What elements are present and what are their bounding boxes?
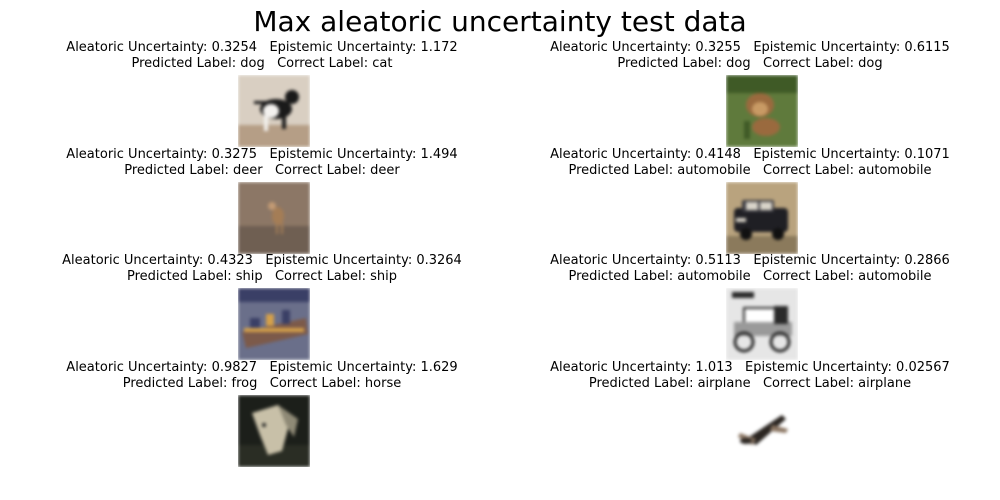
airplane-thumbnail-icon	[726, 395, 798, 467]
thumbnail-image	[726, 395, 798, 467]
label-caption: Predicted Label: dog Correct Label: cat	[131, 56, 393, 71]
cat-thumbnail-icon	[238, 75, 310, 147]
figure-title: Max aleatoric uncertainty test data	[253, 5, 747, 38]
uncertainty-caption: Aleatoric Uncertainty: 0.9827 Epistemic …	[66, 360, 458, 375]
uncertainty-caption: Aleatoric Uncertainty: 1.013 Epistemic U…	[550, 360, 950, 375]
uncertainty-caption: Aleatoric Uncertainty: 0.4323 Epistemic …	[62, 253, 462, 268]
thumbnail-panel: Aleatoric Uncertainty: 0.4323 Epistemic …	[12, 253, 512, 363]
label-caption: Predicted Label: automobile Correct Labe…	[568, 269, 932, 284]
dog-thumbnail-icon	[726, 75, 798, 147]
thumbnail-panel: Aleatoric Uncertainty: 0.3254 Epistemic …	[12, 40, 512, 150]
thumbnail-panel: Aleatoric Uncertainty: 0.9827 Epistemic …	[12, 360, 512, 470]
thumbnail-panel: Aleatoric Uncertainty: 0.3255 Epistemic …	[500, 40, 1000, 150]
label-caption: Predicted Label: dog Correct Label: dog	[617, 56, 883, 71]
thumbnail-image	[726, 75, 798, 147]
uncertainty-caption: Aleatoric Uncertainty: 0.3254 Epistemic …	[66, 40, 458, 55]
thumbnail-panel: Aleatoric Uncertainty: 0.5113 Epistemic …	[500, 253, 1000, 363]
deer-thumbnail-icon	[238, 182, 310, 254]
label-caption: Predicted Label: deer Correct Label: dee…	[124, 163, 400, 178]
thumbnail-panel: Aleatoric Uncertainty: 0.4148 Epistemic …	[500, 147, 1000, 257]
ship-thumbnail-icon	[238, 288, 310, 360]
label-caption: Predicted Label: ship Correct Label: shi…	[126, 269, 398, 284]
thumbnail-image	[726, 182, 798, 254]
uncertainty-caption: Aleatoric Uncertainty: 0.4148 Epistemic …	[550, 147, 950, 162]
uncertainty-caption: Aleatoric Uncertainty: 0.3255 Epistemic …	[550, 40, 950, 55]
thumbnail-panel: Aleatoric Uncertainty: 1.013 Epistemic U…	[500, 360, 1000, 470]
label-caption: Predicted Label: automobile Correct Labe…	[568, 163, 932, 178]
horse-thumbnail-icon	[238, 395, 310, 467]
uncertainty-caption: Aleatoric Uncertainty: 0.5113 Epistemic …	[550, 253, 950, 268]
label-caption: Predicted Label: frog Correct Label: hor…	[122, 376, 402, 391]
label-caption: Predicted Label: airplane Correct Label:…	[588, 376, 912, 391]
thumbnail-image	[238, 288, 310, 360]
uncertainty-caption: Aleatoric Uncertainty: 0.3275 Epistemic …	[66, 147, 458, 162]
car-thumbnail-icon	[726, 182, 798, 254]
thumbnail-image	[238, 395, 310, 467]
vintage-car-thumbnail-icon	[726, 288, 798, 360]
thumbnail-panel: Aleatoric Uncertainty: 0.3275 Epistemic …	[12, 147, 512, 257]
thumbnail-image	[726, 288, 798, 360]
thumbnail-image	[238, 75, 310, 147]
thumbnail-image	[238, 182, 310, 254]
